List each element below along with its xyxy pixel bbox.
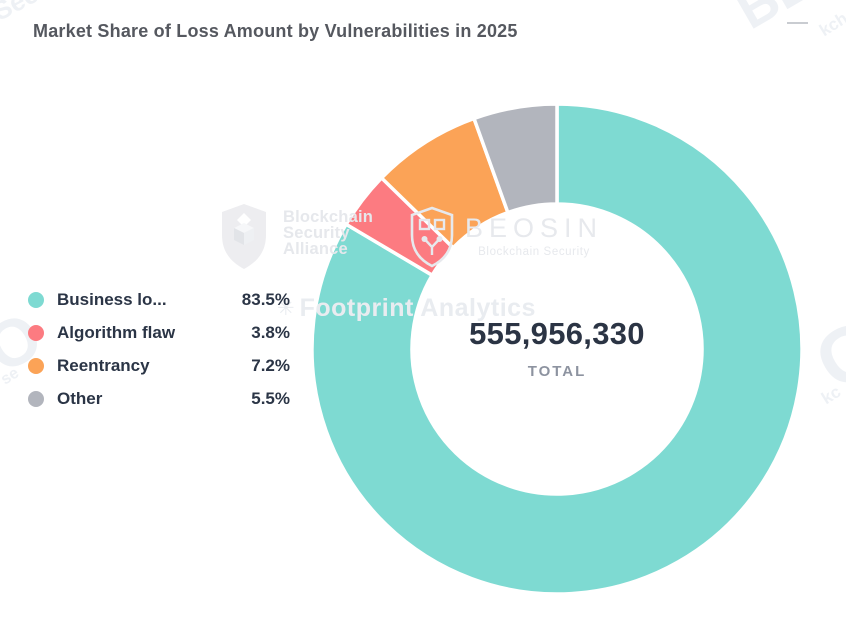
legend-item-0[interactable]: Business lo... 83.5% [28, 283, 290, 316]
donut-slice-0[interactable] [310, 102, 804, 596]
legend-dot-icon [28, 291, 44, 308]
legend-item-3[interactable]: Other 5.5% [28, 382, 290, 415]
legend-percent: 3.8% [251, 322, 290, 342]
legend-label: Algorithm flaw [57, 322, 176, 342]
chart-legend: Business lo... 83.5% Algorithm flaw 3.8% Ree… [28, 283, 290, 415]
legend-percent: 83.5% [241, 289, 290, 309]
legend-item-2[interactable]: Reentrancy 7.2% [28, 349, 290, 382]
donut-slice-3[interactable] [472, 102, 559, 215]
legend-label: Business lo... [57, 289, 167, 309]
legend-percent: 5.5% [251, 388, 290, 408]
legend-label: Other [57, 388, 103, 408]
legend-dot-icon [28, 390, 44, 407]
legend-dot-icon [28, 357, 44, 374]
legend-percent: 7.2% [251, 355, 290, 375]
legend-item-1[interactable]: Algorithm flaw 3.8% [28, 316, 290, 349]
legend-dot-icon [28, 324, 44, 341]
legend-label: Reentrancy [57, 355, 150, 375]
